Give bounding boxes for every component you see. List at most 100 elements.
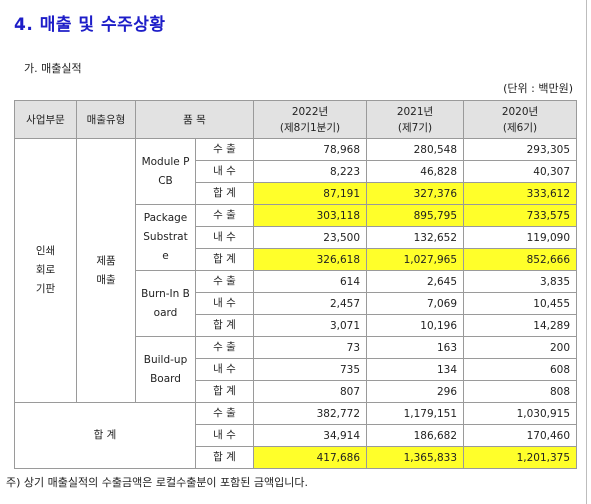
table-body: 인쇄 회로 기판 제품 매출 Module PCB 수 출 78,968 280,548 2… <box>14 138 578 469</box>
value-cell: 2,645 <box>366 270 465 293</box>
type-cell: 합 계 <box>194 248 255 271</box>
value-cell: 119,090 <box>463 226 578 249</box>
type-cell: 합 계 <box>194 314 255 337</box>
data-row: 인쇄 회로 기판 제품 매출 Module PCB 수 출 78,968 280,548 2… <box>14 138 578 403</box>
period-header: 2022년 (제8기1분기) <box>253 100 368 139</box>
title: 4. 매출 및 수주상황 <box>14 15 166 35</box>
value-cell: 895,795 <box>366 204 465 227</box>
value-cell: 1,030,915 <box>463 402 578 425</box>
data-row: 합 계 3,071 10,196 14,289 <box>15 314 578 337</box>
value-cell: 34,914 <box>253 424 368 447</box>
type-cell: 내 수 <box>194 424 255 447</box>
data-row: 내 수 735 134 608 <box>15 358 578 381</box>
header-row: 사업부문 매출유형 품 목 2022년 (제8기1분기) 2021년 (제7기) 2020년 (… <box>14 100 578 139</box>
value-cell: 808 <box>463 380 578 403</box>
value-cell: 807 <box>253 380 368 403</box>
item-cell: Burn-In Board <box>135 270 196 337</box>
value-cell: 134 <box>366 358 465 381</box>
type-cell: 내 수 <box>194 358 255 381</box>
total-row: 합 계 417,686 1,365,833 1,201,375 <box>15 446 578 469</box>
value-cell: 327,376 <box>366 182 465 205</box>
value-cell: 132,652 <box>366 226 465 249</box>
header-cell: 품 목 <box>134 100 255 139</box>
value-cell: 14,289 <box>463 314 578 337</box>
item-cell: Build-up Board <box>135 336 196 403</box>
sales-type-text: 제품 매출 <box>96 254 116 286</box>
item-cell: Package Substrate <box>135 204 196 271</box>
value-cell: 87,191 <box>253 182 368 205</box>
total-row: 내 수 34,914 186,682 170,460 <box>15 424 578 447</box>
type-cell: 합 계 <box>194 182 255 205</box>
value-cell: 1,179,151 <box>366 402 465 425</box>
type-cell: 수 출 <box>194 204 255 227</box>
period-year: 2022년 <box>291 105 329 118</box>
period-term: (제6기) <box>502 121 538 134</box>
type-cell: 수 출 <box>194 402 255 425</box>
value-cell: 733,575 <box>463 204 578 227</box>
header-cell: 사업부문 <box>14 100 77 139</box>
type-cell: 수 출 <box>194 138 255 161</box>
subtitle: 가. 매출실적 <box>24 62 82 75</box>
sales-type-cell: 제품 매출 <box>76 138 136 403</box>
type-cell: 내 수 <box>194 226 255 249</box>
value-cell: 3,071 <box>253 314 368 337</box>
value-cell: 417,686 <box>253 446 368 469</box>
sales-table: 사업부문 매출유형 품 목 2022년 (제8기1분기) 2021년 (제7기) 2020년 (… <box>14 100 578 469</box>
value-cell: 1,027,965 <box>366 248 465 271</box>
value-cell: 7,069 <box>366 292 465 315</box>
segment-cell: 인쇄 회로 기판 <box>14 138 77 403</box>
value-cell: 293,305 <box>463 138 578 161</box>
period-header: 2020년 (제6기) <box>463 100 578 139</box>
item-name: Package Substrate <box>143 212 188 262</box>
value-cell: 614 <box>253 270 368 293</box>
value-cell: 333,612 <box>463 182 578 205</box>
period-year: 2021년 <box>396 105 434 118</box>
data-row: Burn-In Board 수 출 614 2,645 3,835 <box>15 270 578 337</box>
type-cell: 수 출 <box>194 336 255 359</box>
type-cell: 수 출 <box>194 270 255 293</box>
period-header: 2021년 (제7기) <box>366 100 465 139</box>
edge <box>586 0 587 504</box>
value-cell: 1,365,833 <box>366 446 465 469</box>
value-cell: 40,307 <box>463 160 578 183</box>
data-row: 합 계 87,191 327,376 333,612 <box>15 182 578 205</box>
value-cell: 296 <box>366 380 465 403</box>
value-cell: 303,118 <box>253 204 368 227</box>
item-name: Module PCB <box>141 155 190 187</box>
value-cell: 735 <box>253 358 368 381</box>
type-cell: 합 계 <box>194 446 255 469</box>
value-cell: 78,968 <box>253 138 368 161</box>
item-name: Burn-In Board <box>141 287 190 319</box>
value-cell: 1,201,375 <box>463 446 578 469</box>
value-cell: 8,223 <box>253 160 368 183</box>
header-cell: 매출유형 <box>76 100 136 139</box>
item-cell: Module PCB <box>135 138 196 205</box>
value-cell: 23,500 <box>253 226 368 249</box>
value-cell: 200 <box>463 336 578 359</box>
value-cell: 163 <box>366 336 465 359</box>
period-term: (제7기) <box>397 121 433 134</box>
type-cell: 합 계 <box>194 380 255 403</box>
segment-text: 인쇄 회로 기판 <box>35 245 56 295</box>
type-cell: 내 수 <box>194 160 255 183</box>
value-cell: 10,455 <box>463 292 578 315</box>
value-cell: 382,772 <box>253 402 368 425</box>
data-row: 합 계 326,618 1,027,965 852,666 <box>15 248 578 271</box>
value-cell: 608 <box>463 358 578 381</box>
footnote: 주) 상기 매출실적의 수출금액은 로컬수출분이 포함된 금액입니다. <box>6 476 309 489</box>
value-cell: 186,682 <box>366 424 465 447</box>
total-label: 합 계 <box>14 402 196 469</box>
value-cell: 170,460 <box>463 424 578 447</box>
value-cell: 73 <box>253 336 368 359</box>
unit: (단위 : 백만원) <box>503 82 573 95</box>
value-cell: 46,828 <box>366 160 465 183</box>
value-cell: 10,196 <box>366 314 465 337</box>
value-cell: 280,548 <box>366 138 465 161</box>
period-term: (제8기1분기) <box>279 121 341 134</box>
type-cell: 내 수 <box>194 292 255 315</box>
value-cell: 326,618 <box>253 248 368 271</box>
value-cell: 3,835 <box>463 270 578 293</box>
data-row: Build-up Board 수 출 73 163 200 <box>15 336 578 403</box>
